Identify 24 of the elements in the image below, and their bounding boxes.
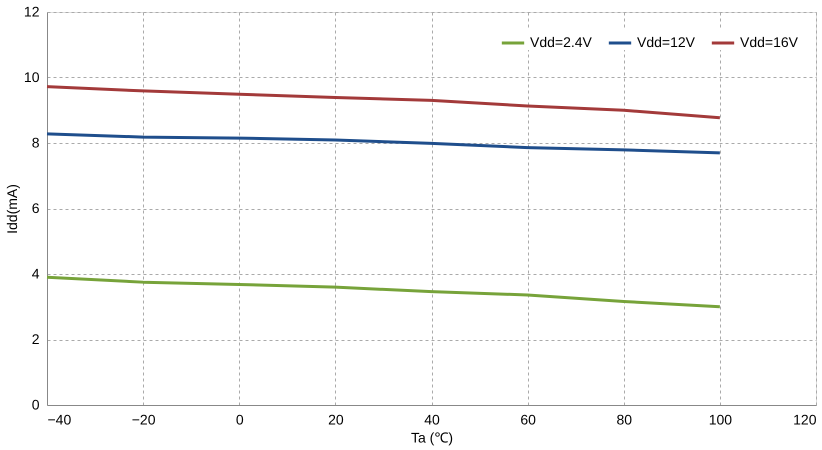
y-axis-title: Idd(mA) [4, 184, 20, 234]
y-tick-label: 2 [32, 331, 40, 347]
y-tick-label: 8 [32, 134, 40, 150]
y-tick-label: 6 [32, 200, 40, 216]
legend-label: Vdd=2.4V [530, 34, 593, 50]
x-tick-label: 40 [424, 412, 440, 428]
y-tick-label: 12 [24, 4, 40, 20]
x-tick-label: −40 [48, 412, 72, 428]
x-tick-label: 100 [708, 412, 732, 428]
x-tick-label: 0 [236, 412, 244, 428]
x-tick-label: −20 [132, 412, 156, 428]
line-series [46, 132, 722, 154]
y-tick-label: 4 [32, 266, 40, 282]
x-tick-label: 20 [328, 412, 344, 428]
legend-label: Vdd=12V [637, 34, 696, 50]
y-tick-label: 10 [24, 69, 40, 85]
x-tick-label: 120 [793, 412, 817, 428]
line-series [46, 276, 722, 308]
y-tick-label: 0 [32, 396, 40, 412]
x-tick-label: 60 [520, 412, 536, 428]
legend-label: Vdd=16V [740, 34, 799, 50]
line-series [46, 85, 722, 120]
x-tick-label: 80 [616, 412, 632, 428]
x-axis-title: Ta (℃) [411, 430, 453, 446]
